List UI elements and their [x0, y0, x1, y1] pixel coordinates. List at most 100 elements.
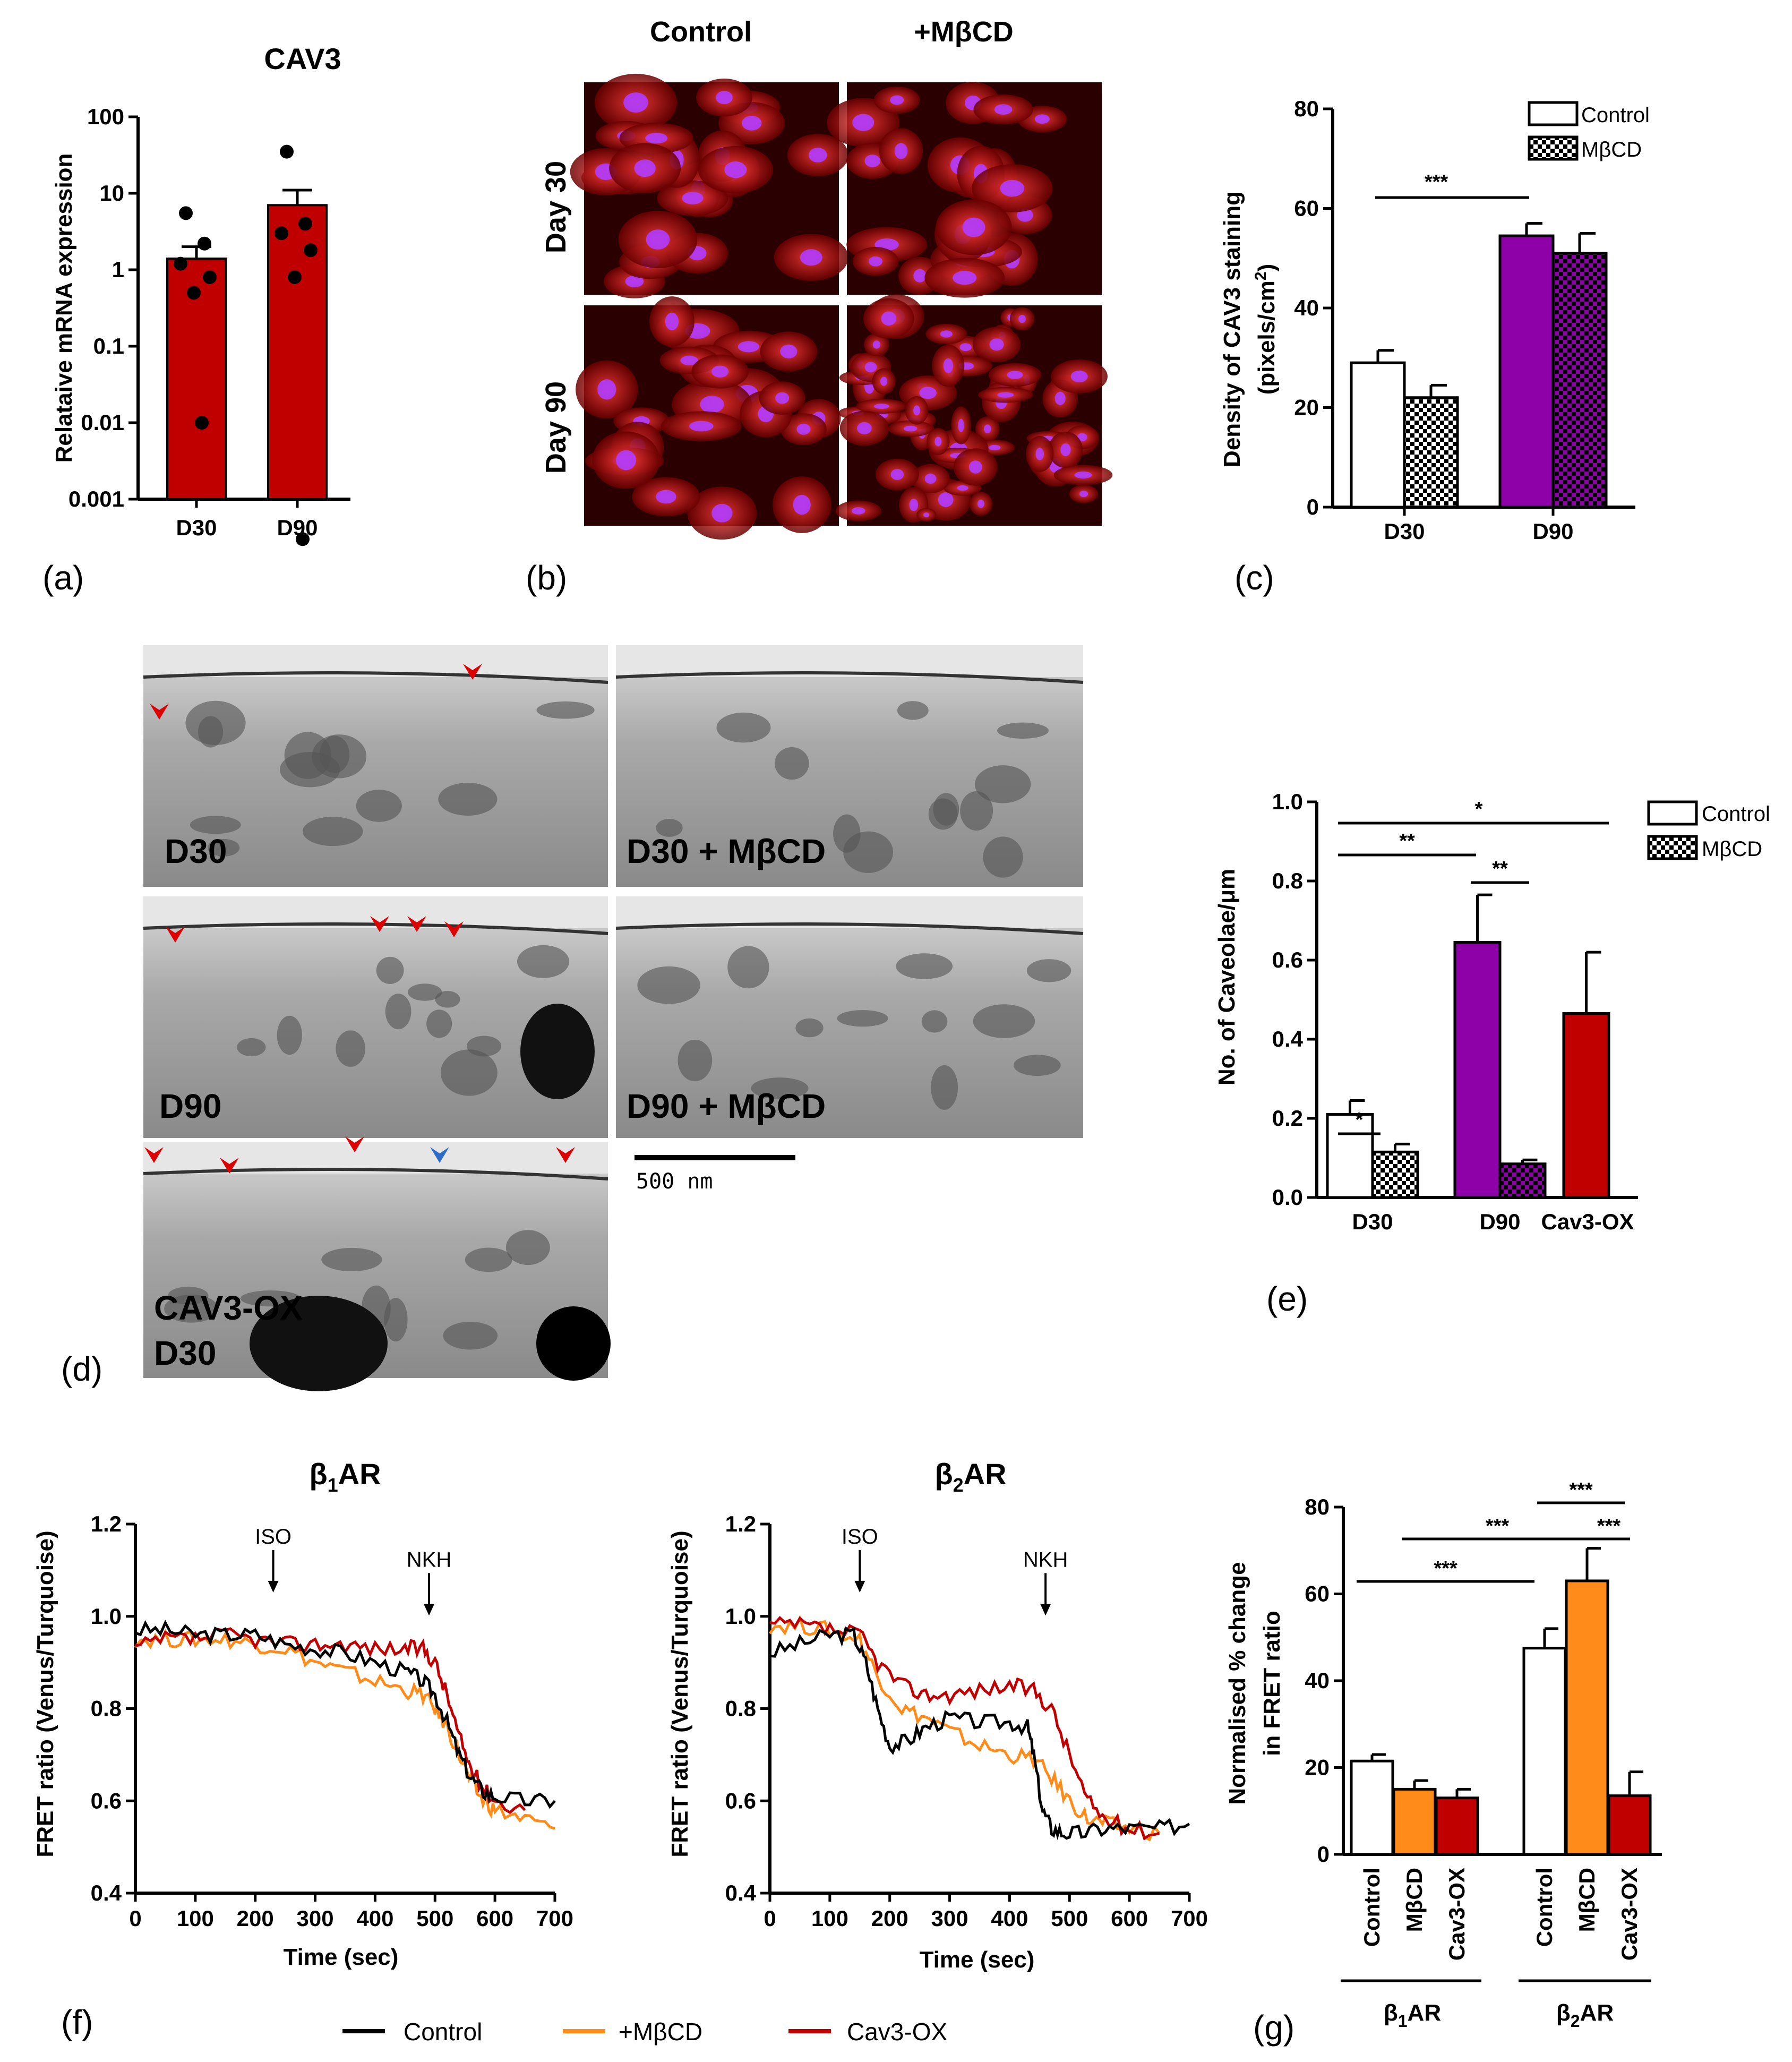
mitochondrion — [751, 1077, 809, 1099]
panel-g-ylabel: Normalised % change — [1224, 1562, 1250, 1804]
legend-label-control: Control — [1581, 104, 1650, 127]
y-tick-label: 1.2 — [91, 1511, 122, 1536]
series-line-+MβCD — [768, 1614, 1161, 1842]
y-tick-label: 40 — [1294, 295, 1319, 320]
panel-a-chart: CAV3 Relataive mRNA expression 0.001 0.01… — [51, 42, 350, 546]
x-tick-label: 0 — [129, 1906, 141, 1931]
nucleus — [1034, 114, 1050, 124]
y-tick-label: 0 — [1317, 1842, 1330, 1867]
mitochondrion — [983, 836, 1023, 878]
nucleus — [880, 377, 888, 386]
y-tick-label: 0.4 — [1272, 1026, 1304, 1051]
nucleus — [711, 365, 729, 378]
significance-stars: *** — [1569, 1479, 1593, 1501]
x-tick-label: 400 — [991, 1906, 1028, 1931]
panel-b-col-control: Control — [650, 16, 752, 48]
x-tick-label: 0 — [764, 1906, 776, 1931]
y-tick-label: 60 — [1294, 196, 1319, 221]
bar-MβCD — [1565, 1579, 1609, 1856]
x-tick-label: 200 — [871, 1906, 908, 1931]
nucleus — [959, 343, 972, 352]
nucleus — [665, 312, 679, 330]
annotation-label: ISO — [842, 1525, 878, 1548]
nucleus — [634, 159, 656, 177]
panel-a-title: CAV3 — [264, 42, 341, 75]
x-tick-label: D90 — [1532, 519, 1573, 544]
panel-b-row-day30: Day 30 — [540, 161, 572, 253]
data-point — [174, 256, 187, 271]
nucleus — [957, 485, 968, 491]
y-tick-label: 0.0 — [1272, 1185, 1303, 1210]
mitochondrion — [716, 712, 771, 743]
panel-f1-xlabel: Time (sec) — [284, 1944, 399, 1970]
data-point — [203, 270, 217, 284]
panel-g-ylabel2: in FRET ratio — [1259, 1611, 1285, 1756]
nucleus — [623, 92, 648, 113]
dark-granule — [520, 1004, 595, 1099]
group-label: β1AR — [1384, 2000, 1441, 2031]
caveolae-arrowhead — [463, 664, 482, 680]
em-label-cav3ox: CAV3-OX — [154, 1289, 303, 1327]
bar-Control — [1350, 1759, 1394, 1856]
em-membrane — [615, 922, 1084, 935]
nucleus — [800, 249, 822, 266]
nucleus — [809, 148, 827, 162]
caveolae-arrowhead — [556, 1147, 575, 1163]
nucleus — [689, 421, 714, 432]
mitochondrion — [837, 1010, 888, 1027]
y-tick-label: 60 — [1305, 1581, 1330, 1606]
x-tick-label: 700 — [536, 1906, 573, 1931]
scale-bar-label: 500 nm — [636, 1169, 713, 1194]
mitochondrion — [795, 1018, 824, 1038]
x-tick-label: 100 — [177, 1906, 214, 1931]
panel-label-a: (a) — [42, 559, 84, 597]
y-tick-label: 0.001 — [68, 486, 124, 511]
legend-cav3: Cav3-OX — [847, 2018, 947, 2046]
panel-f2-ylabel: FRET ratio (Venus/Turquoise) — [667, 1530, 693, 1857]
data-point — [304, 243, 318, 258]
em-label-d90-mbcd: D90 + MβCD — [627, 1087, 826, 1125]
x-tick-label: Control — [1359, 1868, 1384, 1947]
nucleus — [873, 404, 889, 409]
bar-D30-Control — [1326, 1113, 1374, 1199]
nucleus — [793, 494, 811, 515]
panel-e-chart: No. of Caveolae/μm 0.0 0.2 0.4 0.6 0.8 1.0 D30… — [1214, 789, 1770, 1234]
y-tick-label: 1.0 — [91, 1604, 122, 1629]
nucleus — [646, 229, 670, 250]
bar-D30-Control — [1350, 361, 1406, 509]
significance-stars: ** — [1492, 858, 1508, 880]
nucleus — [958, 418, 964, 432]
x-tick-label: 600 — [476, 1906, 513, 1931]
mitochondrion — [277, 1015, 302, 1055]
mitochondrion — [896, 953, 953, 979]
nucleus — [738, 341, 760, 353]
bar-Control — [1522, 1647, 1567, 1856]
mitochondrion — [302, 817, 363, 846]
mitochondrion — [1013, 1055, 1061, 1076]
mitochondrion — [928, 798, 958, 830]
x-tick-label: 300 — [297, 1906, 334, 1931]
series-line-Cav3-OX — [769, 1615, 1160, 1841]
annotation-arrowhead — [424, 1604, 434, 1616]
nucleus — [962, 217, 985, 237]
nucleus — [940, 330, 953, 338]
nucleus — [1018, 314, 1026, 323]
x-tick-label: 300 — [931, 1906, 968, 1931]
nucleus — [983, 424, 991, 433]
nucleus — [872, 340, 881, 349]
significance-stars: * — [1356, 1109, 1364, 1131]
mitochondrion — [727, 946, 769, 989]
x-tick-label: Cav3-OX — [1541, 1209, 1634, 1234]
y-tick-label: 0.01 — [81, 410, 124, 435]
annotation-arrowhead — [268, 1580, 279, 1593]
x-tick-label: 700 — [1171, 1906, 1208, 1931]
data-point — [195, 416, 209, 430]
nucleus — [894, 143, 908, 159]
nucleus — [716, 91, 733, 105]
x-tick-label: Cav3-OX — [1444, 1868, 1469, 1961]
significance-stars: *** — [1486, 1515, 1510, 1537]
nucleus — [977, 499, 984, 508]
panel-a-ylabel: Relataive mRNA expression — [51, 153, 77, 463]
data-point — [288, 270, 302, 284]
